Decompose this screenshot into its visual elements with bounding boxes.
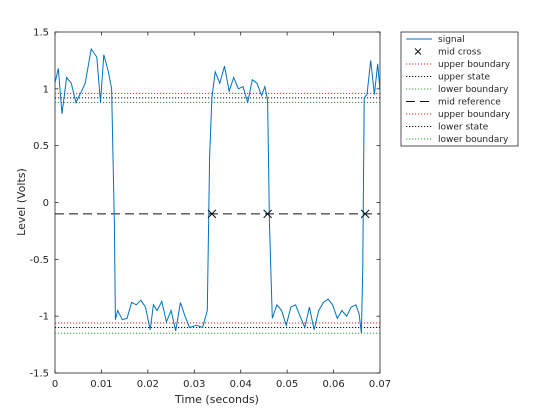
y-tick-label: 0.5 — [33, 141, 49, 152]
legend-label: signal — [438, 35, 465, 45]
x-tick-label: 0.06 — [322, 379, 344, 390]
legend-entry-lower-state: lower state — [406, 123, 489, 133]
legend-entry-lower-boundary: lower boundary — [406, 85, 509, 95]
x-axis-label: Time (seconds) — [174, 393, 259, 406]
axis-ticks: 0 0.01 0.02 0.03 0.04 0.05 0.06 0.07 -1.5 -1 -0.5 0… — [29, 28, 391, 391]
mid-cross-marker — [207, 209, 217, 219]
legend-label: upper boundary — [438, 110, 511, 120]
x-tick-label: 0.03 — [183, 379, 205, 390]
legend-entry-mid-cross: mid cross — [414, 48, 481, 58]
signal-series — [54, 47, 381, 334]
legend-entry-mid-reference: mid reference — [406, 98, 501, 108]
legend-label: upper boundary — [438, 60, 511, 70]
mid-cross-markers — [207, 209, 370, 219]
x-tick-label: 0.04 — [230, 379, 252, 390]
mid-cross-marker — [263, 209, 272, 219]
legend-entry-signal: signal — [406, 35, 465, 45]
x-tick-label: 0.05 — [276, 379, 298, 390]
x-tick-label: 0.07 — [369, 379, 391, 390]
legend-label: lower boundary — [438, 135, 509, 145]
legend-label: lower state — [438, 123, 489, 133]
y-tick-label: 1.5 — [33, 28, 49, 39]
x-tick-label: 0.01 — [90, 379, 112, 390]
x-tick-label: 0.02 — [137, 379, 159, 390]
y-tick-label: -1 — [39, 312, 49, 323]
legend-label: lower boundary — [438, 85, 509, 95]
legend-label: mid reference — [438, 98, 501, 108]
plot-area — [54, 31, 381, 374]
legend-label: upper state — [438, 73, 490, 83]
signal-line — [54, 47, 381, 334]
legend-label: mid cross — [438, 48, 481, 58]
legend-entry-upper-state: upper state — [406, 73, 490, 83]
legend-entry-upper-boundary: upper boundary — [406, 60, 511, 70]
y-tick-label: -0.5 — [29, 255, 49, 266]
legend-box — [400, 31, 519, 147]
reference-lines — [55, 92, 380, 334]
y-tick-label: 0 — [43, 198, 49, 209]
legend-entry-upper-boundary: upper boundary — [406, 110, 511, 120]
y-tick-label: -1.5 — [29, 369, 49, 380]
mid-cross-marker — [360, 209, 370, 219]
legend-entry-lower-boundary: lower boundary — [406, 135, 509, 145]
x-tick-label: 0 — [52, 379, 58, 390]
legend: signal mid cross upper boundary upper state… — [400, 31, 519, 147]
y-tick-label: 1 — [43, 84, 49, 95]
y-axis-label: Level (Volts) — [15, 168, 28, 236]
